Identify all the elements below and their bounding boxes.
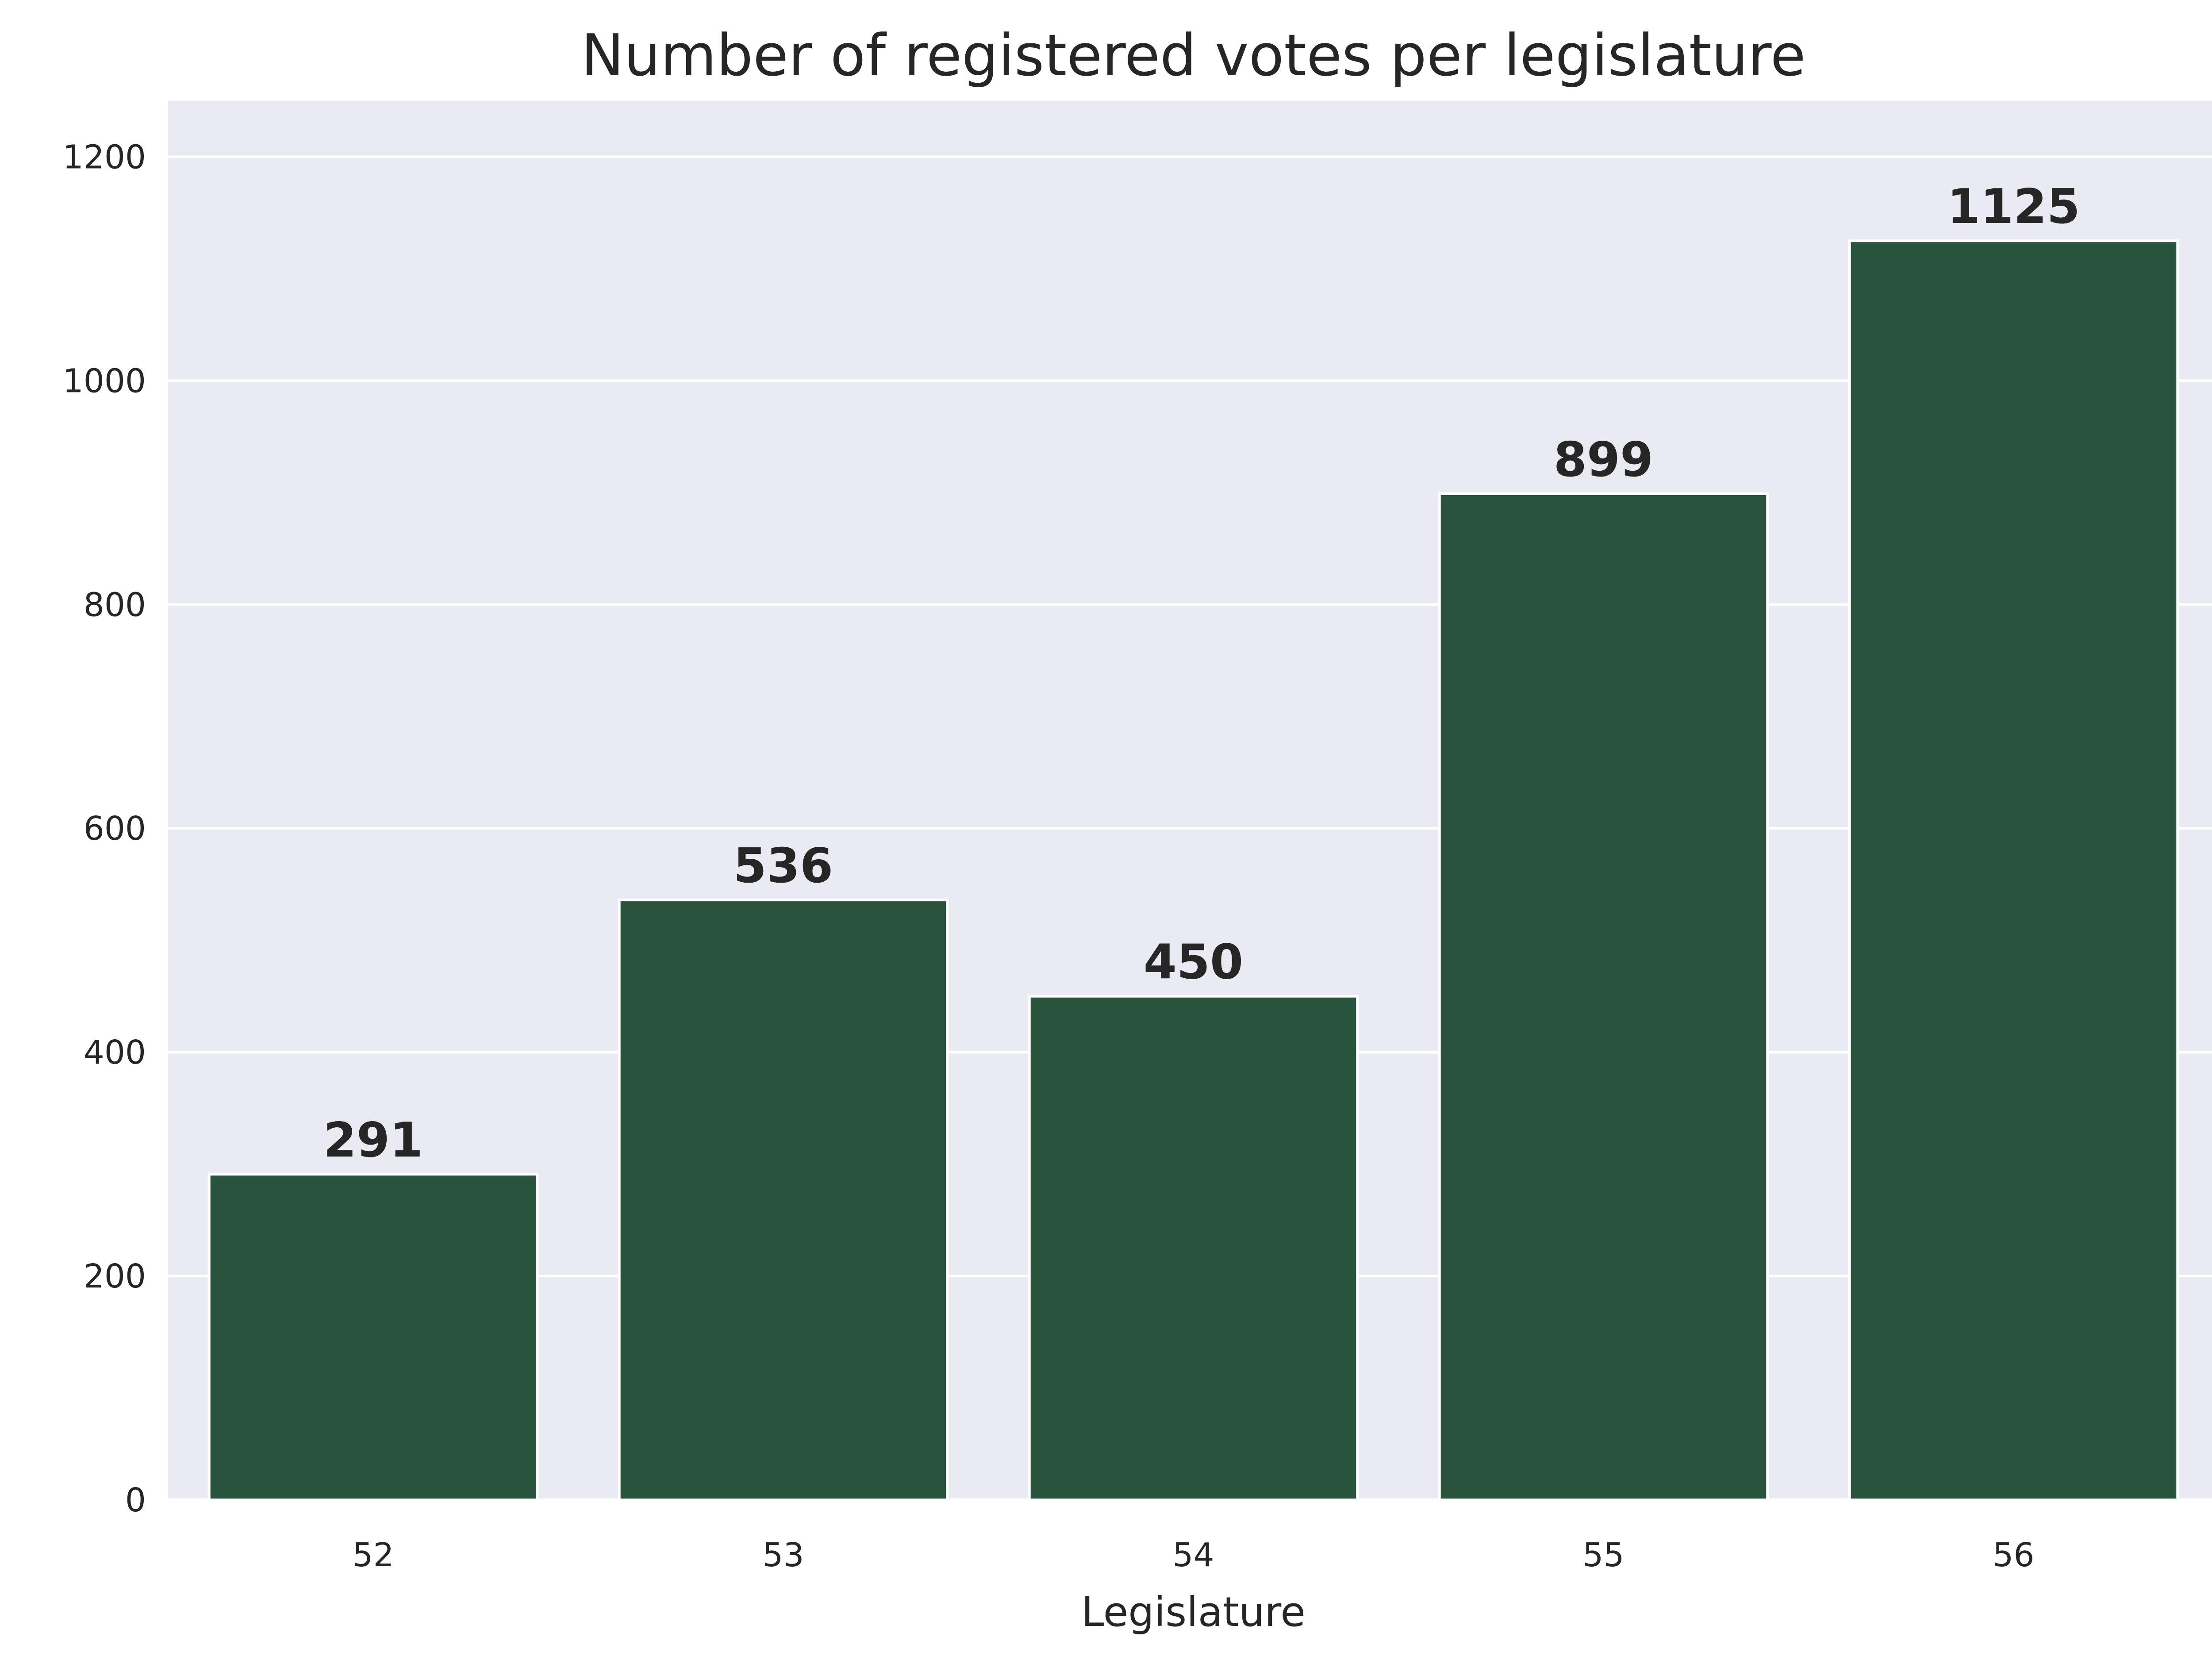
bar-value-label: 899 (1554, 432, 1653, 488)
bar-52 (207, 1172, 539, 1502)
y-tick-label: 400 (84, 1034, 146, 1072)
x-tick-label: 53 (762, 1536, 804, 1574)
bar-55 (1438, 492, 1769, 1501)
x-axis-label: Legislature (1081, 1588, 1306, 1636)
x-tick-label: 54 (1172, 1536, 1214, 1574)
bar-value-label: 291 (323, 1113, 423, 1168)
y-tick-label: 800 (84, 586, 146, 624)
y-axis-ticks: 0 200 400 600 800 1000 1200 (63, 138, 146, 1519)
y-tick-label: 0 (125, 1481, 146, 1519)
y-tick-label: 200 (84, 1257, 146, 1295)
chart-title: Number of registered votes per legislatu… (581, 22, 1805, 89)
bars (207, 239, 2179, 1502)
y-tick-label: 1200 (63, 138, 146, 176)
x-tick-label: 55 (1582, 1536, 1624, 1574)
bar-value-label: 1125 (1947, 179, 2080, 234)
y-tick-label: 600 (84, 810, 146, 848)
bar-56 (1848, 239, 2179, 1502)
x-tick-label: 56 (1993, 1536, 2034, 1574)
bar-54 (1028, 995, 1359, 1501)
x-axis-ticks: 52 53 54 55 56 (352, 1536, 2034, 1574)
x-tick-label: 52 (352, 1536, 394, 1574)
bar-value-labels: 291 536 450 899 1125 (323, 179, 2080, 1168)
bar-value-label: 536 (733, 838, 833, 894)
bar-value-label: 450 (1144, 935, 1243, 990)
bar-53 (618, 899, 949, 1501)
y-tick-label: 1000 (63, 362, 146, 400)
